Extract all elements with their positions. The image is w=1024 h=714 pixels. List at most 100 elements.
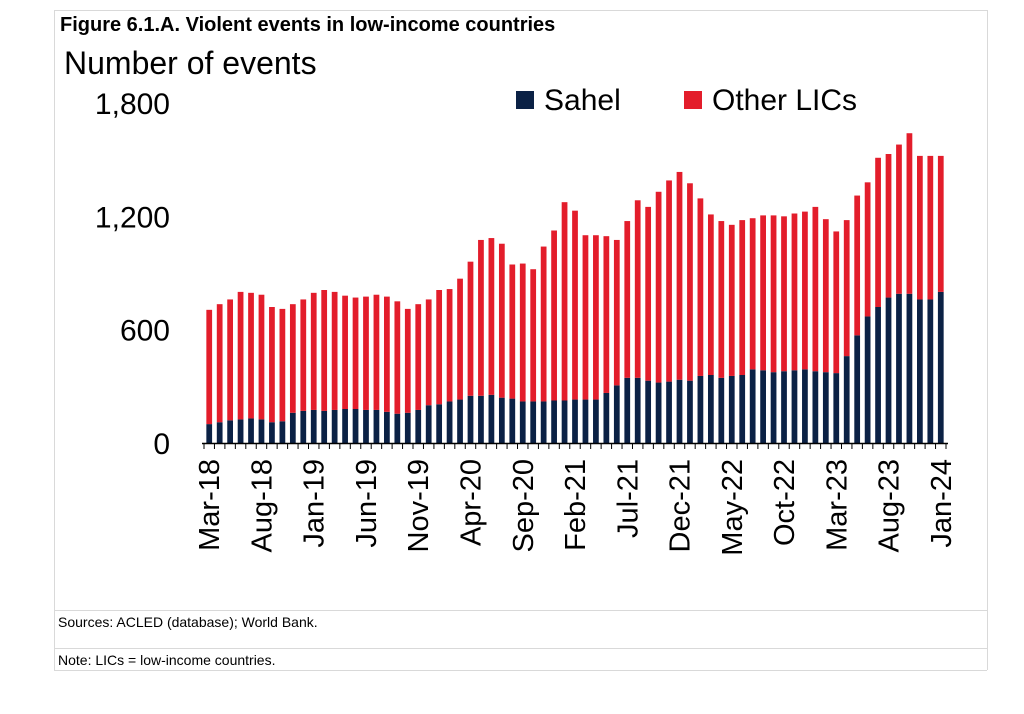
bar-sahel xyxy=(467,395,474,443)
bar-other-lics xyxy=(415,304,422,410)
bar-other-lics xyxy=(269,307,275,423)
bar-other-lics xyxy=(917,155,923,300)
legend-label-sahel: Sahel xyxy=(544,84,621,117)
x-tick-label: Mar-18 xyxy=(194,459,226,551)
bar-sahel xyxy=(603,392,610,443)
bar-other-lics xyxy=(885,154,892,298)
bar-other-lics xyxy=(572,210,578,400)
y-tick-label: 1,800 xyxy=(95,88,170,121)
bar-other-lics xyxy=(791,213,798,371)
bar-other-lics xyxy=(404,308,411,413)
bar-sahel xyxy=(227,420,233,443)
x-tick-label: Jan-19 xyxy=(299,459,331,548)
bar-other-lics xyxy=(613,239,620,386)
bar-sahel xyxy=(791,370,798,443)
x-tick-label: Feb-21 xyxy=(560,459,592,551)
bar-other-lics xyxy=(655,191,662,383)
bar-other-lics xyxy=(363,296,369,410)
bar-other-lics xyxy=(864,182,871,317)
bar-other-lics xyxy=(822,219,829,373)
bar-other-lics xyxy=(676,171,683,380)
bar-sahel xyxy=(279,421,286,443)
x-tick-label: Jul-21 xyxy=(612,459,644,538)
bar-other-lics xyxy=(488,238,495,395)
bar-other-lics xyxy=(666,180,672,382)
bar-sahel xyxy=(446,401,453,443)
bar-sahel xyxy=(812,371,819,443)
legend-swatch-other-lics xyxy=(684,91,702,109)
bars xyxy=(206,133,944,443)
bar-other-lics xyxy=(321,290,328,411)
bar-sahel xyxy=(885,297,892,443)
bar-other-lics xyxy=(300,299,307,411)
bar-other-lics xyxy=(394,301,401,414)
bar-other-lics xyxy=(697,198,704,376)
bar-sahel xyxy=(457,399,463,443)
bar-sahel xyxy=(363,409,369,443)
bar-other-lics xyxy=(687,183,693,381)
bar-other-lics xyxy=(540,246,547,402)
bar-sahel xyxy=(404,412,411,443)
bar-sahel xyxy=(540,401,547,443)
bar-sahel xyxy=(310,409,317,443)
bar-sahel xyxy=(749,369,756,443)
bar-other-lics xyxy=(781,216,787,372)
bar-other-lics xyxy=(843,220,850,357)
bar-other-lics xyxy=(216,304,223,423)
bar-other-lics xyxy=(352,297,359,409)
bar-other-lics xyxy=(342,295,348,409)
legend: Sahel Other LICs xyxy=(516,84,857,117)
x-tick-label: Jun-19 xyxy=(351,459,383,548)
bar-other-lics xyxy=(457,278,463,400)
bar-other-lics xyxy=(770,215,777,373)
bar-sahel xyxy=(875,307,881,443)
bar-other-lics xyxy=(467,261,474,396)
sources-note: Sources: ACLED (database); World Bank. xyxy=(58,614,318,630)
grid-line xyxy=(54,670,987,671)
bar-sahel xyxy=(655,382,662,443)
grid-line xyxy=(54,610,987,611)
bar-sahel xyxy=(258,419,265,443)
bar-sahel xyxy=(248,418,254,443)
bar-other-lics xyxy=(373,294,380,410)
bar-other-lics xyxy=(875,157,881,307)
grid-line xyxy=(54,10,55,670)
bar-sahel xyxy=(300,410,307,443)
bar-sahel xyxy=(896,293,902,443)
bar-other-lics xyxy=(446,289,453,402)
bar-other-lics xyxy=(833,231,840,374)
bar-other-lics xyxy=(582,235,589,400)
x-tick-label: Mar-23 xyxy=(821,459,853,551)
bar-sahel xyxy=(206,424,213,443)
bar-sahel xyxy=(634,377,641,443)
figure-title: Figure 6.1.A. Violent events in low-inco… xyxy=(60,14,556,36)
bar-other-lics xyxy=(802,211,808,370)
bar-sahel xyxy=(551,400,557,443)
bar-sahel xyxy=(237,419,244,443)
bar-sahel xyxy=(613,385,620,443)
grid-line xyxy=(54,648,987,649)
bar-sahel xyxy=(384,411,390,443)
bar-sahel xyxy=(728,375,735,443)
bar-sahel xyxy=(498,397,505,443)
bar-sahel xyxy=(770,372,777,443)
bar-sahel xyxy=(760,370,766,443)
footnote: Note: LICs = low-income countries. xyxy=(58,652,276,668)
bar-sahel xyxy=(352,409,359,443)
x-tick-label: May-22 xyxy=(717,459,749,556)
bar-other-lics xyxy=(854,195,861,336)
bar-other-lics xyxy=(551,230,557,401)
bar-sahel xyxy=(331,409,338,443)
bar-other-lics xyxy=(739,220,746,375)
bar-other-lics xyxy=(279,308,286,422)
legend-swatch-sahel xyxy=(516,91,534,109)
bar-sahel xyxy=(718,377,725,443)
bar-other-lics xyxy=(937,155,944,292)
bar-sahel xyxy=(697,375,704,443)
bar-other-lics xyxy=(728,224,735,376)
bar-other-lics xyxy=(227,299,233,421)
bar-other-lics xyxy=(760,215,766,371)
x-tick-label: Sep-20 xyxy=(508,459,540,553)
bar-sahel xyxy=(822,372,829,443)
y-tick-label: 600 xyxy=(120,315,170,348)
